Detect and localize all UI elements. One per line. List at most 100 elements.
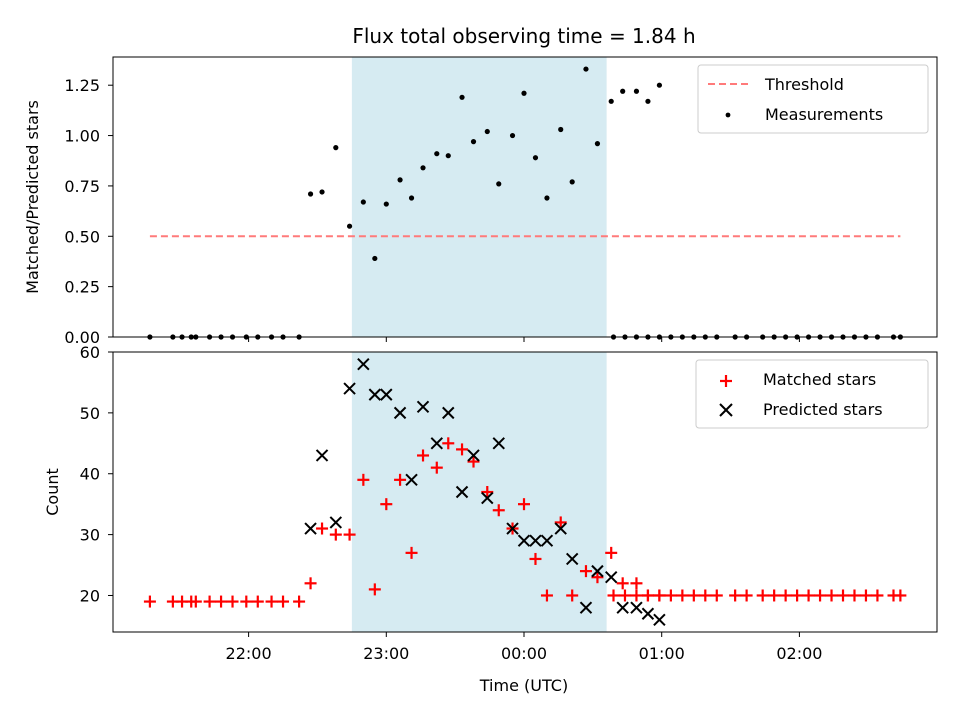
measurement-point (360, 199, 366, 205)
matched-star-point (894, 589, 907, 602)
top-y-tick-label: 0.25 (64, 278, 100, 297)
matched-star-point (814, 589, 827, 602)
bottom-y-axis-label: Count (43, 468, 62, 516)
matched-star-point (226, 595, 239, 608)
bottom-x-tick-label: 23:00 (363, 644, 409, 663)
measurement-point (509, 132, 516, 139)
bottom-x-tick-label: 22:00 (226, 644, 272, 663)
top-x-ticks (248, 337, 800, 342)
bottom-panel: 20 30 40 50 60 22:00 23:00 00:00 01:00 02:00 Cou… (43, 343, 938, 695)
bottom-legend-matched-label: Matched stars (763, 370, 876, 389)
matched-star-point (607, 589, 620, 602)
bottom-y-tick-label: 30 (80, 526, 100, 545)
predicted-star-point (455, 485, 469, 499)
top-y-tick-label: 0.75 (64, 177, 100, 196)
predicted-star-point (653, 613, 666, 627)
measurement-point (434, 151, 440, 157)
top-y-axis-label: Matched/Predicted stars (23, 100, 42, 294)
matched-star-point (467, 455, 480, 468)
measurement-point (544, 195, 550, 201)
matched-star-point (405, 546, 418, 559)
predicted-star-point (467, 449, 480, 462)
matched-star-point (676, 589, 689, 602)
matched-star-point (848, 589, 861, 602)
matched-star-point (265, 595, 278, 608)
matched-star-point (430, 461, 443, 474)
matched-star-point (189, 595, 202, 608)
bottom-y-ticks: 20 30 40 50 60 (80, 343, 113, 605)
matched-star-point (540, 589, 553, 602)
matched-star-point (293, 595, 306, 608)
bottom-legend-predicted-swatch (719, 403, 733, 417)
bottom-y-tick-label: 40 (80, 465, 100, 484)
matched-star-point (756, 589, 769, 602)
predicted-star-point (591, 564, 604, 578)
bottom-y-tick-label: 20 (80, 586, 100, 605)
matched-star-point (357, 473, 370, 486)
measurement-point (372, 255, 378, 262)
measurement-point (319, 189, 325, 195)
matched-star-point (779, 589, 792, 602)
measurement-point (594, 141, 601, 147)
matched-star-point (591, 571, 604, 584)
matched-star-point (251, 595, 264, 608)
predicted-star-point (554, 522, 567, 535)
matched-star-point (456, 443, 469, 456)
predicted-star-point (430, 437, 443, 450)
predicted-star-point (630, 601, 643, 614)
measurement-point (645, 98, 651, 104)
matched-star-point (203, 595, 216, 608)
matched-star-point (802, 589, 815, 602)
predicted-star-point (343, 382, 356, 395)
matched-star-point (859, 589, 872, 602)
top-legend-measurements-swatch (725, 112, 731, 118)
matched-star-point (316, 522, 329, 535)
matched-star-point (554, 516, 567, 529)
matched-star-point (871, 589, 884, 602)
bottom-x-tick-label: 02:00 (776, 644, 822, 663)
predicted-star-point (616, 601, 629, 614)
bottom-x-tick-label: 00:00 (501, 644, 547, 663)
matched-star-point (518, 498, 530, 511)
matched-star-point (394, 473, 407, 486)
bottom-legend: Matched stars Predicted stars (695, 359, 929, 429)
predicted-star-point (393, 406, 407, 420)
predicted-star-point (517, 534, 531, 547)
top-y-tick-label: 1.00 (64, 127, 100, 146)
matched-star-point (277, 595, 290, 608)
bottom-y-tick-label: 50 (80, 404, 100, 423)
bottom-legend-box (695, 359, 929, 429)
matched-star-point (566, 589, 579, 602)
top-y-tick-label: 0.50 (64, 227, 100, 246)
predicted-star-point (368, 388, 382, 401)
matched-star-point (729, 589, 742, 602)
top-y-tick-label: 0.00 (64, 328, 100, 347)
predicted-star-point (416, 400, 430, 413)
matched-star-point (768, 589, 781, 602)
matched-star-point (143, 595, 156, 608)
predicted-star-point (565, 552, 579, 566)
matched-star-point (616, 577, 629, 590)
measurement-point (583, 66, 589, 72)
matched-star-point (641, 589, 654, 602)
matched-star-point (837, 589, 850, 602)
matched-star-point (653, 589, 666, 602)
measurement-point (445, 153, 451, 159)
predicted-star-point (357, 357, 370, 371)
measurement-point (307, 191, 314, 197)
predicted-star-point (315, 449, 329, 462)
matched-star-point (699, 589, 712, 602)
predicted-star-point (442, 406, 455, 420)
matched-star-point (492, 504, 505, 517)
measurement-point (569, 179, 575, 185)
predicted-star-point (380, 388, 393, 401)
measurement-point (420, 165, 426, 171)
measurement-point (608, 98, 614, 104)
measurement-point (383, 201, 389, 207)
bottom-legend-matched-swatch (720, 375, 732, 387)
matched-star-point (343, 528, 356, 541)
matched-star-point (240, 595, 253, 608)
predicted-star-point (641, 607, 655, 620)
predicted-star-point (605, 571, 618, 584)
